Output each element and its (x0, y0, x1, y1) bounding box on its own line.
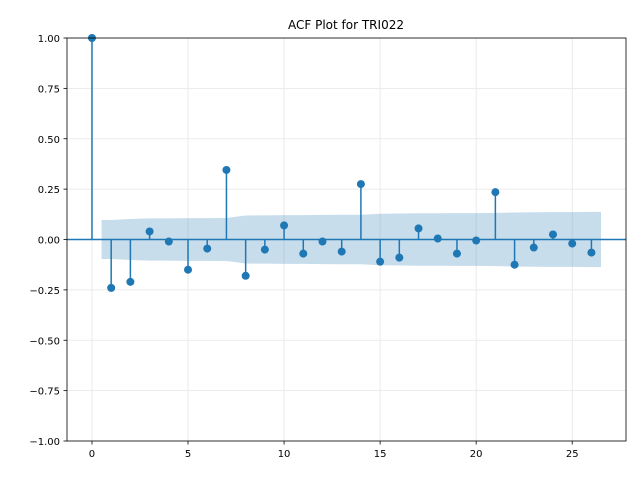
markers (87, 34, 596, 292)
marker-lag-21 (491, 188, 500, 197)
marker-lag-18 (433, 234, 442, 243)
marker-lag-3 (145, 227, 154, 236)
marker-lag-1 (107, 283, 116, 292)
marker-lag-7 (222, 165, 231, 174)
marker-lag-5 (184, 265, 193, 274)
marker-lag-22 (510, 260, 519, 269)
marker-lag-10 (280, 221, 289, 230)
marker-lag-9 (260, 245, 269, 254)
chart-title: ACF Plot for TRI022 (288, 18, 404, 32)
y-tick-label: 0.75 (38, 84, 60, 95)
y-tick-label: −1.00 (29, 437, 60, 448)
y-tick-label: −0.25 (29, 286, 60, 297)
marker-lag-26 (587, 248, 596, 257)
marker-lag-16 (395, 253, 404, 262)
marker-lag-15 (376, 257, 385, 266)
marker-lag-17 (414, 224, 423, 233)
marker-lag-14 (356, 180, 365, 189)
y-tick-label: 0.25 (38, 185, 60, 196)
marker-lag-2 (126, 277, 135, 286)
x-tick-label: 20 (470, 449, 483, 460)
marker-lag-6 (203, 244, 212, 253)
marker-lag-25 (568, 239, 577, 248)
y-ticks: 1.00 0.75 0.50 0.25 0.00 −0.25 −0.50 −0.75 −1.00 (29, 34, 67, 448)
marker-lag-13 (337, 247, 346, 256)
x-tick-label: 25 (566, 449, 579, 460)
marker-lag-4 (164, 237, 173, 246)
x-tick-label: 0 (89, 449, 95, 460)
x-tick-label: 5 (185, 449, 191, 460)
marker-lag-19 (452, 249, 461, 258)
marker-lag-12 (318, 237, 327, 246)
marker-lag-8 (241, 271, 250, 280)
marker-lag-20 (472, 236, 481, 245)
y-tick-label: −0.75 (29, 387, 60, 398)
x-tick-label: 15 (374, 449, 387, 460)
y-tick-label: 0.00 (38, 236, 60, 247)
y-tick-label: 0.50 (38, 135, 60, 146)
x-ticks: 0 5 10 15 20 25 (89, 441, 579, 460)
y-tick-label: −0.50 (29, 336, 60, 347)
x-tick-label: 10 (278, 449, 291, 460)
marker-lag-24 (549, 230, 558, 239)
marker-lag-23 (529, 243, 538, 252)
y-tick-label: 1.00 (38, 34, 60, 45)
marker-lag-11 (299, 249, 308, 258)
